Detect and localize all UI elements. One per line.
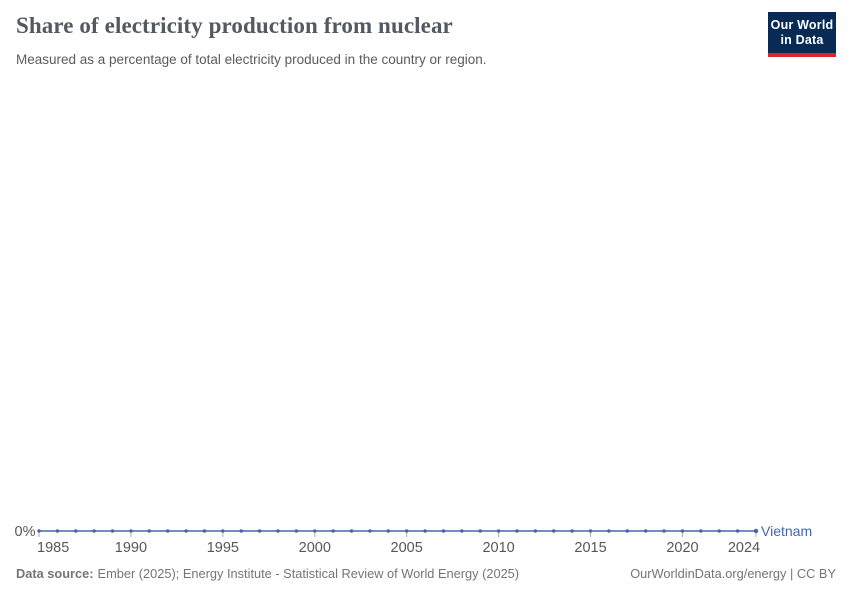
data-point[interactable] <box>533 529 538 533</box>
data-point[interactable] <box>129 529 133 533</box>
page-title: Share of electricity production from nuc… <box>16 13 453 38</box>
y-axis-label: 0% <box>15 524 36 540</box>
x-axis-label: 2000 <box>299 540 331 556</box>
data-point[interactable] <box>680 529 685 533</box>
data-point[interactable] <box>313 529 317 533</box>
owid-logo[interactable]: Our World in Data <box>768 12 836 57</box>
data-point[interactable] <box>607 529 611 533</box>
data-point[interactable] <box>699 529 703 533</box>
data-point[interactable] <box>37 529 41 533</box>
data-point[interactable] <box>294 529 299 533</box>
data-point[interactable] <box>717 529 721 533</box>
footer-link[interactable]: OurWorldinData.org/energy | CC BY <box>630 566 836 581</box>
data-point[interactable] <box>625 529 630 533</box>
data-point[interactable] <box>753 528 759 534</box>
data-point[interactable] <box>460 529 464 533</box>
data-point[interactable] <box>404 529 409 533</box>
data-point[interactable] <box>74 529 78 533</box>
data-point[interactable] <box>165 529 170 533</box>
data-point[interactable] <box>276 529 280 533</box>
data-point[interactable] <box>441 529 446 533</box>
data-point[interactable] <box>515 529 519 533</box>
data-source-label: Data source: <box>16 566 94 581</box>
x-axis-label: 2010 <box>482 540 514 556</box>
data-point[interactable] <box>349 529 354 533</box>
data-point[interactable] <box>423 529 427 533</box>
data-point[interactable] <box>552 529 556 533</box>
x-axis-label: 2024 <box>728 540 760 556</box>
chart-subtitle: Measured as a percentage of total electr… <box>16 52 487 67</box>
x-axis-label: 1990 <box>115 540 147 556</box>
data-point[interactable] <box>202 529 207 533</box>
data-point[interactable] <box>257 529 262 533</box>
data-point[interactable] <box>478 529 482 533</box>
x-axis-label: 2005 <box>391 540 423 556</box>
data-point[interactable] <box>588 529 593 533</box>
entity-label[interactable]: Vietnam <box>761 523 812 539</box>
data-point[interactable] <box>331 529 335 533</box>
chart-footer: Data source: Ember (2025); Energy Institu… <box>16 566 836 582</box>
data-point[interactable] <box>496 529 501 533</box>
data-point[interactable] <box>368 529 372 533</box>
data-point[interactable] <box>735 529 740 533</box>
data-point[interactable] <box>55 529 60 533</box>
data-point[interactable] <box>92 529 96 533</box>
data-point[interactable] <box>386 529 391 533</box>
logo-line2: in Data <box>780 32 824 47</box>
x-axis-label: 1995 <box>207 540 239 556</box>
x-axis-label: 2015 <box>574 540 606 556</box>
data-point[interactable] <box>643 529 648 533</box>
x-axis-label: 2020 <box>666 540 698 556</box>
data-point[interactable] <box>239 529 243 533</box>
data-point[interactable] <box>110 529 115 533</box>
data-point[interactable] <box>221 529 225 533</box>
data-point[interactable] <box>570 529 574 533</box>
data-point[interactable] <box>662 529 666 533</box>
x-axis-label: 1985 <box>37 540 69 556</box>
data-source[interactable]: Data source: Ember (2025); Energy Institu… <box>16 566 519 582</box>
data-point[interactable] <box>184 529 188 533</box>
data-point[interactable] <box>147 529 152 533</box>
data-source-text: Ember (2025); Energy Institute - Statist… <box>97 566 520 581</box>
logo-line1: Our World <box>770 17 834 32</box>
